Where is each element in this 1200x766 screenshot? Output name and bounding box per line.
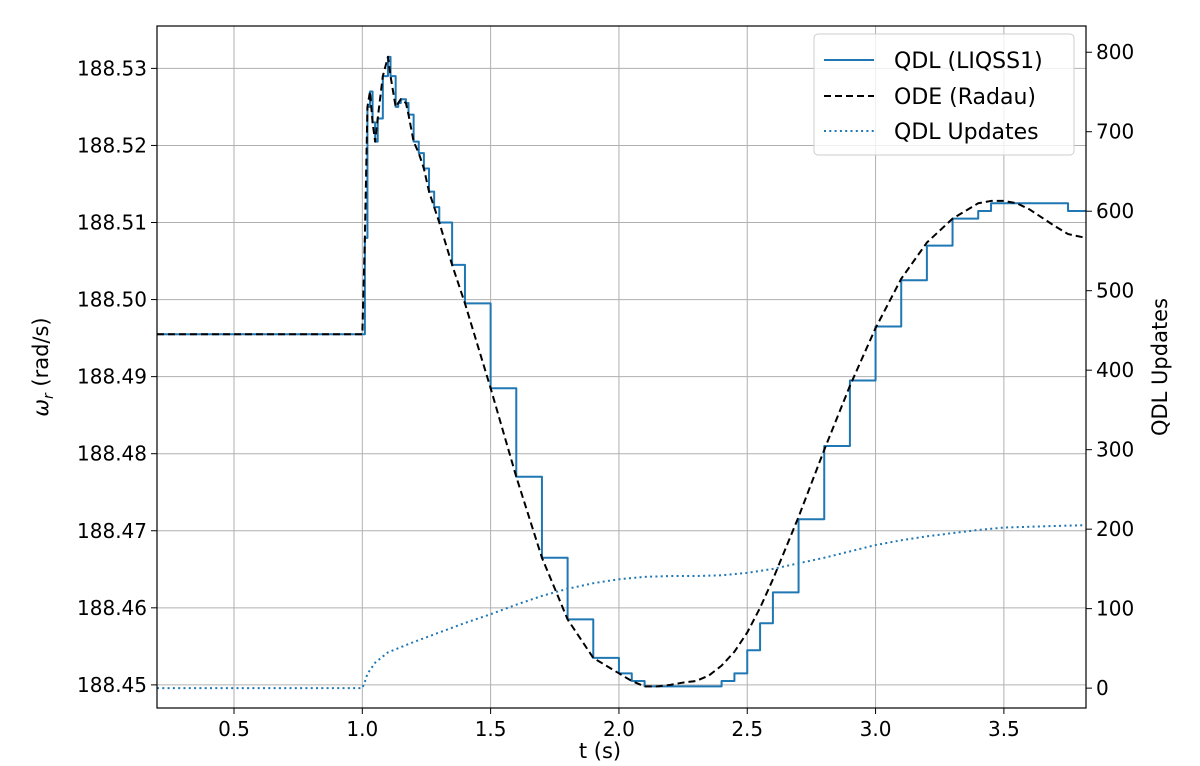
series-line-qdl-updates bbox=[157, 524, 1086, 690]
y-tick-label: 188.48 bbox=[77, 442, 147, 466]
x-tick-label: 3.5 bbox=[988, 717, 1020, 741]
y-axis-label: ωr (rad/s) bbox=[29, 317, 57, 416]
y2-tick-label: 200 bbox=[1096, 517, 1134, 541]
y-tick-label: 188.49 bbox=[77, 365, 147, 389]
y-tick-label: 188.53 bbox=[77, 56, 147, 80]
y-axis-label-unit: (rad/s) bbox=[29, 317, 53, 393]
y2-tick-label: 600 bbox=[1096, 199, 1134, 223]
grid bbox=[157, 26, 1086, 708]
series-layer bbox=[157, 55, 1086, 690]
y2-axis-label: QDL Updates bbox=[1148, 298, 1172, 436]
x-tick-label: 2.0 bbox=[603, 717, 635, 741]
y2-tick-label: 100 bbox=[1096, 597, 1134, 621]
legend-box bbox=[813, 33, 1075, 156]
y2-tick-label: 500 bbox=[1096, 279, 1134, 303]
y2-tick-label: 800 bbox=[1096, 40, 1134, 64]
plot-frame bbox=[156, 25, 1087, 709]
y2-tick-label: 300 bbox=[1096, 438, 1134, 462]
y-tick-label: 188.45 bbox=[77, 673, 147, 697]
x-tick-label: 3.0 bbox=[860, 717, 892, 741]
x-tick-label: 0.5 bbox=[218, 717, 250, 741]
y-tick-label: 188.51 bbox=[77, 211, 147, 235]
legend-label-qdl: QDL (LIQSS1) bbox=[894, 49, 1043, 74]
y2-tick-label: 400 bbox=[1096, 358, 1134, 382]
x-axis: 0.5 1.0 1.5 2.0 2.5 3.0 3.5 bbox=[218, 708, 1020, 741]
y2-tick-label: 700 bbox=[1096, 120, 1134, 144]
y-axis-label-subscript: r bbox=[41, 392, 57, 399]
x-tick-label: 1.5 bbox=[475, 717, 507, 741]
y-axis-label-symbol: ω bbox=[29, 399, 53, 417]
legend-label-updates: QDL Updates bbox=[894, 120, 1039, 145]
y-tick-label: 188.46 bbox=[77, 596, 147, 620]
y-tick-label: 188.52 bbox=[77, 133, 147, 157]
x-axis-label: t (s) bbox=[579, 739, 621, 763]
y-tick-label: 188.50 bbox=[77, 288, 147, 312]
legend-label-ode: ODE (Radau) bbox=[894, 85, 1036, 110]
y-axis-left: 188.45 188.46 188.47 188.48 188.49 188.50 188.… bbox=[77, 56, 157, 697]
x-tick-label: 1.0 bbox=[346, 717, 378, 741]
y2-tick-label: 0 bbox=[1096, 676, 1109, 700]
series-line-ode-radau bbox=[157, 55, 1086, 688]
y-tick-label: 188.47 bbox=[77, 519, 147, 543]
y-axis-right: 0 100 200 300 400 500 600 700 800 bbox=[1086, 40, 1134, 700]
legend: QDL (LIQSS1) ODE (Radau) QDL Updates bbox=[813, 33, 1075, 156]
x-tick-label: 2.5 bbox=[731, 717, 763, 741]
